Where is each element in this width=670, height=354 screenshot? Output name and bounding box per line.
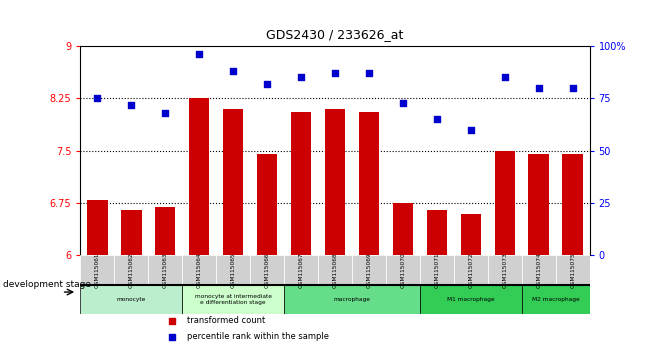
Point <box>194 52 204 57</box>
Text: development stage: development stage <box>3 280 91 290</box>
Text: GSM115066: GSM115066 <box>265 252 269 288</box>
Bar <box>80 256 115 285</box>
Bar <box>494 151 515 256</box>
Text: monocyte at intermediate
e differentiation stage: monocyte at intermediate e differentiati… <box>195 294 271 305</box>
Bar <box>182 256 216 285</box>
Point <box>92 96 103 101</box>
Text: GSM115072: GSM115072 <box>468 252 473 288</box>
Text: M1 macrophage: M1 macrophage <box>447 297 494 302</box>
Bar <box>393 203 413 256</box>
Text: monocyte: monocyte <box>117 297 146 302</box>
Text: GSM115061: GSM115061 <box>95 252 100 288</box>
Bar <box>284 285 420 314</box>
Text: GSM115064: GSM115064 <box>197 252 202 288</box>
Bar <box>488 256 522 285</box>
Bar <box>420 285 522 314</box>
Point <box>262 81 273 86</box>
Bar <box>257 154 277 256</box>
Text: GSM115062: GSM115062 <box>129 252 134 288</box>
Point <box>160 110 171 116</box>
Bar <box>318 256 352 285</box>
Text: GSM115068: GSM115068 <box>332 252 338 288</box>
Text: GSM115063: GSM115063 <box>163 252 168 288</box>
Bar <box>386 256 420 285</box>
Bar <box>529 154 549 256</box>
Point <box>126 102 137 108</box>
Point <box>567 85 578 91</box>
Bar <box>223 109 243 256</box>
Bar <box>352 256 386 285</box>
Text: GDS2430 / 233626_at: GDS2430 / 233626_at <box>266 28 404 41</box>
Bar <box>250 256 284 285</box>
Bar <box>420 256 454 285</box>
Bar <box>87 200 108 256</box>
Bar <box>555 256 590 285</box>
Bar <box>325 109 345 256</box>
Bar <box>358 112 379 256</box>
Bar <box>155 207 176 256</box>
Bar <box>284 256 318 285</box>
Point <box>466 127 476 133</box>
Bar <box>454 256 488 285</box>
Bar <box>121 210 141 256</box>
Bar <box>562 154 583 256</box>
Text: macrophage: macrophage <box>334 297 371 302</box>
Text: GSM115070: GSM115070 <box>401 252 405 288</box>
Bar <box>182 285 284 314</box>
Text: GSM115069: GSM115069 <box>366 252 371 288</box>
Point <box>228 68 239 74</box>
Point <box>397 100 408 105</box>
Bar <box>148 256 182 285</box>
Bar <box>189 98 210 256</box>
Text: GSM115065: GSM115065 <box>230 252 236 288</box>
Point <box>533 85 544 91</box>
Text: GSM115075: GSM115075 <box>570 252 575 288</box>
Text: M2 macrophage: M2 macrophage <box>532 297 580 302</box>
Text: percentile rank within the sample: percentile rank within the sample <box>188 332 330 341</box>
Bar <box>115 256 148 285</box>
Point <box>295 75 306 80</box>
Text: GSM115067: GSM115067 <box>299 252 304 288</box>
Text: GSM115073: GSM115073 <box>502 252 507 288</box>
Point <box>364 70 375 76</box>
Bar <box>80 285 182 314</box>
Point <box>431 116 442 122</box>
Bar <box>522 285 590 314</box>
Bar <box>522 256 555 285</box>
Bar <box>427 210 447 256</box>
Bar <box>291 112 312 256</box>
Bar <box>216 256 250 285</box>
Text: GSM115071: GSM115071 <box>434 252 440 288</box>
Point <box>330 70 340 76</box>
Text: GSM115074: GSM115074 <box>536 252 541 288</box>
Point <box>499 75 510 80</box>
Bar <box>460 213 481 256</box>
Text: transformed count: transformed count <box>188 316 265 325</box>
